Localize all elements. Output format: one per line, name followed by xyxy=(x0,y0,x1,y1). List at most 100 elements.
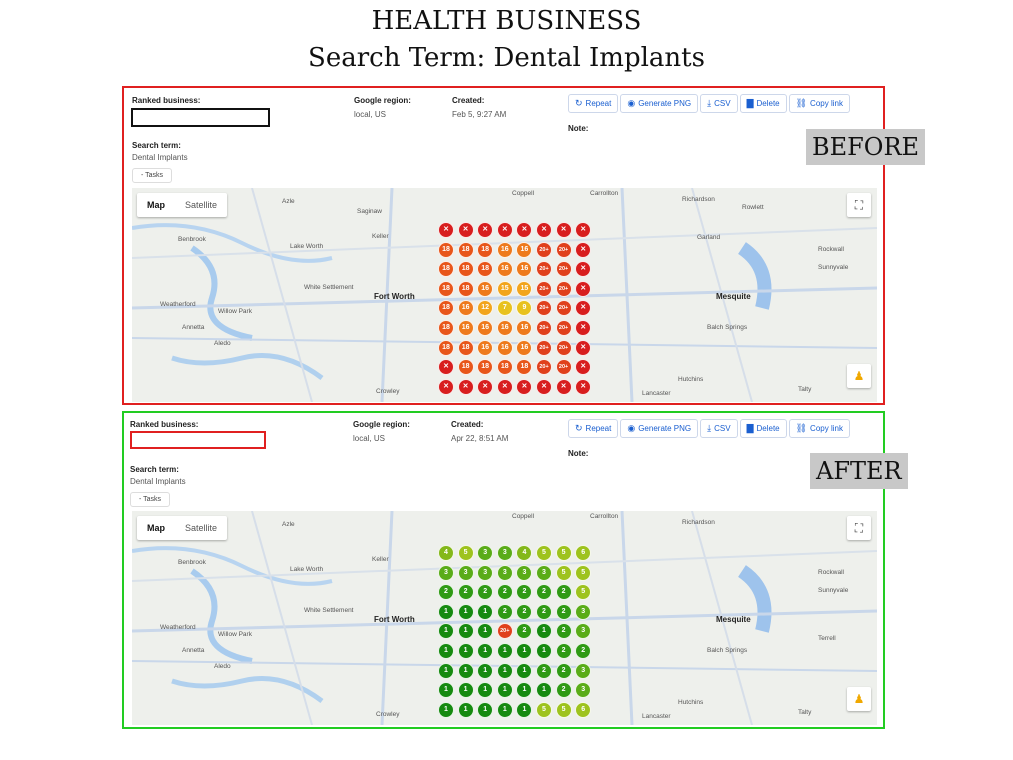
rank-pin[interactable]: 16 xyxy=(477,280,494,297)
rank-pin[interactable]: 2 xyxy=(536,603,552,620)
rank-pin[interactable]: 5 xyxy=(536,701,552,718)
rank-pin[interactable]: ✕ xyxy=(575,320,592,336)
rank-pin[interactable]: 18 xyxy=(438,261,454,278)
rank-pin[interactable]: 1 xyxy=(438,623,454,640)
rank-pin[interactable]: 20+ xyxy=(555,300,572,317)
rank-pin[interactable]: 5 xyxy=(575,584,592,601)
rank-pin[interactable]: 1 xyxy=(457,623,474,640)
rank-pin[interactable]: 2 xyxy=(516,623,533,640)
rank-pin[interactable]: 16 xyxy=(477,320,494,336)
rank-pin[interactable]: 1 xyxy=(496,662,513,679)
rank-pin[interactable]: 2 xyxy=(496,584,513,601)
delete-button[interactable]: ▇ Delete xyxy=(739,419,787,438)
delete-button[interactable]: ▇ Delete xyxy=(739,94,787,113)
rank-pin[interactable]: 2 xyxy=(516,584,533,601)
rank-pin[interactable]: 20+ xyxy=(536,280,552,297)
rank-pin[interactable]: 2 xyxy=(575,643,592,659)
rank-pin[interactable]: 15 xyxy=(496,280,513,297)
rank-pin[interactable]: ✕ xyxy=(438,359,454,376)
rank-pin[interactable]: 3 xyxy=(575,682,592,699)
rank-pin[interactable]: ✕ xyxy=(536,222,552,238)
rank-pin[interactable]: ✕ xyxy=(457,378,474,395)
rank-pin[interactable]: 3 xyxy=(536,564,552,581)
rank-pin[interactable]: 2 xyxy=(536,662,552,679)
rank-pin[interactable]: 18 xyxy=(438,241,454,258)
rank-pin[interactable]: 3 xyxy=(477,545,494,561)
rank-pin[interactable]: 2 xyxy=(555,623,572,640)
map-view[interactable]: Azle Saginaw Keller Coppell Carrollton R… xyxy=(132,188,877,402)
rank-pin[interactable]: 2 xyxy=(438,584,454,601)
rank-pin[interactable]: 18 xyxy=(457,261,474,278)
map-tab[interactable]: Map xyxy=(147,523,165,533)
rank-pin[interactable]: 2 xyxy=(555,643,572,659)
rank-pin[interactable]: 1 xyxy=(457,682,474,699)
rank-pin[interactable]: 2 xyxy=(555,603,572,620)
rank-pin[interactable]: 1 xyxy=(457,701,474,718)
rank-pin[interactable]: 3 xyxy=(575,623,592,640)
csv-button[interactable]: ⤓ CSV xyxy=(700,419,738,438)
rank-pin[interactable]: 1 xyxy=(457,603,474,620)
rank-pin[interactable]: 1 xyxy=(516,682,533,699)
rank-pin[interactable]: ✕ xyxy=(555,222,572,238)
rank-pin[interactable]: 20+ xyxy=(536,261,552,278)
rank-pin[interactable]: ✕ xyxy=(496,378,513,395)
rank-pin[interactable]: 18 xyxy=(477,241,494,258)
tasks-toggle-button[interactable]: - Tasks xyxy=(132,168,172,183)
rank-pin[interactable]: 20+ xyxy=(496,623,513,640)
satellite-tab[interactable]: Satellite xyxy=(185,523,218,533)
rank-pin[interactable]: 5 xyxy=(555,701,572,718)
rank-pin[interactable]: 2 xyxy=(555,662,572,679)
rank-pin[interactable]: 5 xyxy=(555,545,572,561)
rank-pin[interactable]: 16 xyxy=(496,241,513,258)
rank-pin[interactable]: 18 xyxy=(438,320,454,336)
rank-pin[interactable]: 2 xyxy=(496,603,513,620)
rank-pin[interactable]: ✕ xyxy=(575,300,592,317)
rank-pin[interactable]: 20+ xyxy=(555,280,572,297)
rank-pin[interactable]: 16 xyxy=(457,320,474,336)
rank-pin[interactable]: 20+ xyxy=(555,241,572,258)
rank-pin[interactable]: 18 xyxy=(457,280,474,297)
rank-pin[interactable]: 18 xyxy=(457,241,474,258)
rank-pin[interactable]: 16 xyxy=(516,320,533,336)
rank-pin[interactable]: 7 xyxy=(496,300,513,317)
rank-pin[interactable]: 1 xyxy=(477,603,494,620)
rank-pin[interactable]: 16 xyxy=(457,300,474,317)
rank-pin[interactable]: 1 xyxy=(516,662,533,679)
rank-pin[interactable]: 20+ xyxy=(536,339,552,356)
repeat-button[interactable]: ↻ Repeat xyxy=(568,94,619,113)
rank-pin[interactable]: 1 xyxy=(477,662,494,679)
rank-pin[interactable]: 20+ xyxy=(555,261,572,278)
rank-pin[interactable]: 1 xyxy=(457,643,474,659)
rank-pin[interactable]: 3 xyxy=(575,603,592,620)
rank-pin[interactable]: 3 xyxy=(438,564,454,581)
rank-pin[interactable]: 16 xyxy=(496,339,513,356)
generate-png-button[interactable]: ◉ Generate PNG xyxy=(620,94,699,113)
fullscreen-icon[interactable]: ⛶ xyxy=(847,516,871,540)
rank-pin[interactable]: 1 xyxy=(477,701,494,718)
fullscreen-icon[interactable]: ⛶ xyxy=(847,193,871,217)
rank-pin[interactable]: 16 xyxy=(496,320,513,336)
rank-pin[interactable]: 1 xyxy=(536,643,552,659)
rank-pin[interactable]: ✕ xyxy=(575,261,592,278)
rank-pin[interactable]: 1 xyxy=(438,701,454,718)
rank-pin[interactable]: 2 xyxy=(536,584,552,601)
rank-pin[interactable]: 1 xyxy=(477,623,494,640)
rank-pin[interactable]: ✕ xyxy=(516,222,533,238)
rank-pin[interactable]: 1 xyxy=(438,682,454,699)
rank-pin[interactable]: 1 xyxy=(477,682,494,699)
rank-pin[interactable]: 16 xyxy=(516,241,533,258)
rank-pin[interactable]: 1 xyxy=(438,662,454,679)
rank-pin[interactable]: 16 xyxy=(516,261,533,278)
rank-pin[interactable]: 1 xyxy=(516,701,533,718)
street-view-pegman-icon[interactable]: ♟ xyxy=(847,687,871,711)
rank-pin[interactable]: 18 xyxy=(477,359,494,376)
rank-pin[interactable]: 16 xyxy=(496,261,513,278)
rank-pin[interactable]: ✕ xyxy=(477,222,494,238)
rank-pin[interactable]: 15 xyxy=(516,280,533,297)
rank-pin[interactable]: 1 xyxy=(438,603,454,620)
map-tab[interactable]: Map xyxy=(147,200,165,210)
rank-pin[interactable]: 2 xyxy=(457,584,474,601)
rank-pin[interactable]: 5 xyxy=(536,545,552,561)
rank-pin[interactable]: ✕ xyxy=(457,222,474,238)
rank-pin[interactable]: 3 xyxy=(496,564,513,581)
